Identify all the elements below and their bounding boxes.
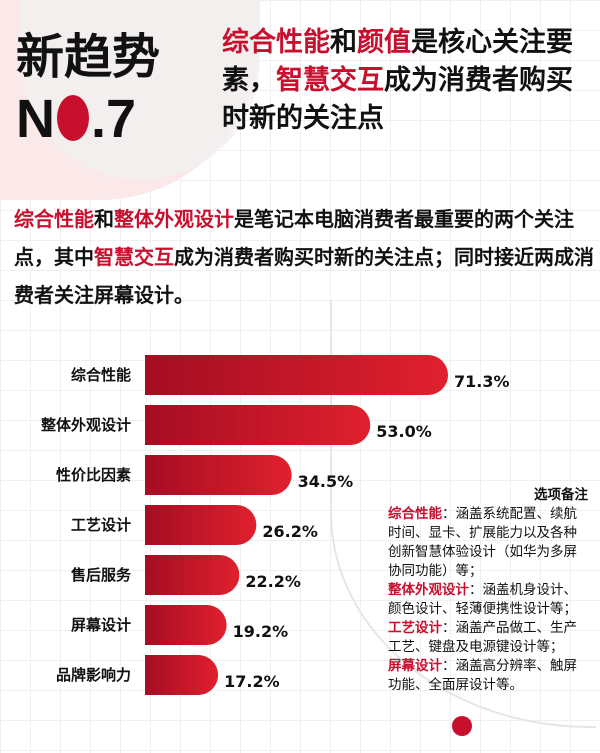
text-run: 成为消费者购买时新的关注点；同时接近两成消费者关注屏幕设计。	[14, 245, 594, 307]
number-prefix: N	[16, 89, 55, 149]
note-term: 综合性能	[388, 506, 442, 522]
text-run: 综合性能	[14, 207, 94, 231]
text-run: 成为消费者购买时新的关注点	[222, 65, 573, 134]
bar-6	[145, 655, 219, 695]
value-label: 17.2%	[224, 672, 280, 691]
text-run: 是笔记本电脑消费者最重要的两个关注点，其中	[14, 207, 574, 269]
bar-4	[145, 555, 240, 595]
note-item: 屏幕设计：涵盖高分辨率、触屏功能、全面屏设计等。	[388, 657, 588, 695]
bar-chart: 综合性能 71.3% 整体外观设计 53.0% 性价比因素 34.5% 工艺设计 26.2% 售…	[41, 355, 510, 695]
text-run: 是核心关注要素，	[222, 27, 573, 96]
category-label: 售后服务	[71, 566, 132, 584]
category-label: 工艺设计	[71, 516, 131, 534]
page-title: 新趋势	[16, 29, 161, 85]
note-term: 工艺设计	[388, 620, 442, 636]
decorative-dot	[452, 716, 472, 736]
category-label: 品牌影响力	[56, 666, 131, 684]
summary-text: 综合性能和整体外观设计是笔记本电脑消费者最重要的两个关注点，其中智慧交互成为消费…	[14, 200, 594, 314]
value-label: 71.3%	[454, 372, 510, 391]
notes-heading: 选项备注	[534, 487, 588, 503]
value-label: 34.5%	[298, 472, 354, 491]
bar-1	[145, 405, 371, 445]
note-desc: ：涵盖高分辨率、触屏功能、全面屏设计等。	[388, 658, 577, 693]
note-desc: ：涵盖系统配置、续航时间、显卡、扩展能力以及各种创新智慧体验设计（如华为多屏协同…	[388, 506, 577, 579]
text-run: 智慧交互	[276, 65, 384, 96]
bar-3	[145, 505, 257, 545]
bar-2	[145, 455, 292, 495]
text-run: 整体外观设计	[114, 207, 234, 231]
value-label: 22.2%	[245, 572, 301, 591]
category-label: 整体外观设计	[41, 416, 131, 434]
value-label: 26.2%	[262, 522, 318, 541]
note-item: 整体外观设计：涵盖机身设计、颜色设计、轻薄便携性设计等；	[388, 581, 588, 619]
number-suffix: .7	[91, 89, 137, 149]
text-run: 和	[330, 27, 357, 58]
note-term: 整体外观设计	[388, 582, 469, 598]
notes-panel: 选项备注 综合性能：涵盖系统配置、续航时间、显卡、扩展能力以及各种创新智慧体验设…	[388, 486, 588, 695]
category-label: 屏幕设计	[71, 616, 131, 634]
category-label: 综合性能	[71, 366, 131, 384]
text-run: 颜值	[357, 27, 411, 58]
note-desc: ：涵盖机身设计、颜色设计、轻薄便携性设计等；	[388, 582, 577, 617]
bar-0	[145, 355, 449, 395]
text-run: 智慧交互	[94, 245, 174, 269]
text-run: 和	[94, 207, 114, 231]
value-label: 19.2%	[233, 622, 289, 641]
headline: 综合性能和颜值是核心关注要素，智慧交互成为消费者购买时新的关注点	[222, 24, 592, 138]
category-label: 性价比因素	[56, 466, 131, 484]
text-run: 综合性能	[222, 27, 330, 58]
trend-number: N .7	[16, 88, 136, 150]
red-o-circle	[57, 95, 89, 141]
note-term: 屏幕设计	[388, 658, 442, 674]
note-item: 综合性能：涵盖系统配置、续航时间、显卡、扩展能力以及各种创新智慧体验设计（如华为…	[388, 505, 588, 581]
note-desc: ：涵盖产品做工、生产工艺、键盘及电源键设计等；	[388, 620, 577, 655]
bar-5	[145, 605, 227, 645]
value-label: 53.0%	[376, 422, 432, 441]
note-item: 工艺设计：涵盖产品做工、生产工艺、键盘及电源键设计等；	[388, 619, 588, 657]
